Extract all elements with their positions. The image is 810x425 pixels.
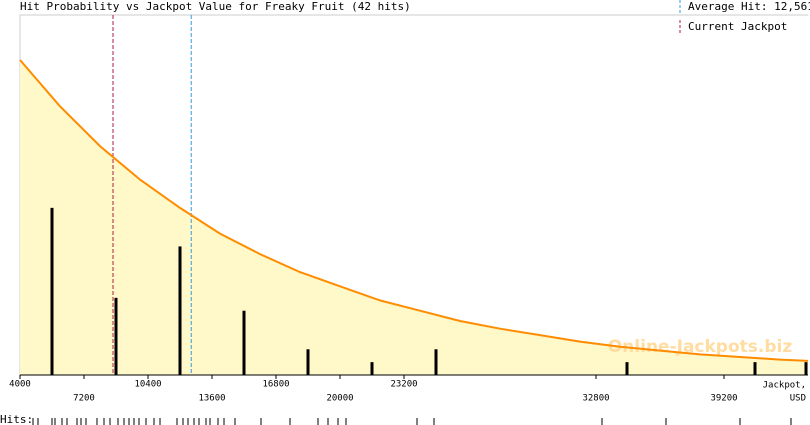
- bar: [434, 349, 438, 375]
- bar: [753, 362, 757, 375]
- bar: [804, 362, 808, 375]
- legend-label: Average Hit: 12,561: [688, 0, 810, 13]
- x-tick-label: 10400: [134, 380, 161, 390]
- x-tick-label: 39200: [710, 394, 737, 404]
- x-tick-label: 13600: [198, 394, 225, 404]
- chart-title: Hit Probability vs Jackpot Value for Fre…: [20, 0, 411, 13]
- x-tick-label: 32800: [582, 394, 609, 404]
- rug-label: Hits:: [0, 413, 33, 425]
- x-axis-label: Jackpot,: [763, 381, 806, 391]
- bar: [114, 297, 118, 375]
- bar: [242, 310, 246, 375]
- x-axis-label: USD: [790, 394, 806, 404]
- bar: [625, 362, 629, 375]
- legend-label: Current Jackpot: [688, 20, 787, 33]
- x-tick-label: 20000: [326, 394, 353, 404]
- curve-line: [19, 59, 809, 362]
- x-tick-label: 4000: [9, 380, 31, 390]
- bar: [178, 246, 182, 375]
- bar: [370, 362, 374, 375]
- bar: [306, 349, 310, 375]
- x-tick-label: 23200: [390, 380, 417, 390]
- x-tick-label: 16800: [262, 380, 289, 390]
- watermark: Online-Jackpots.biz: [608, 337, 793, 357]
- x-tick-label: 7200: [73, 394, 95, 404]
- curve-area: [20, 60, 808, 375]
- bar: [50, 207, 54, 375]
